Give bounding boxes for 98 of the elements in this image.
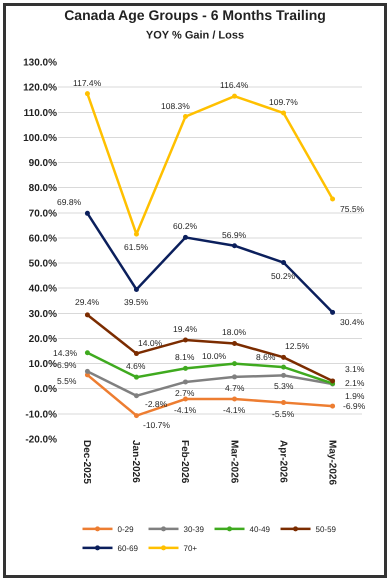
y-tick-label: 100.0% xyxy=(23,132,58,144)
point xyxy=(134,351,139,356)
data-label: 8.1% xyxy=(175,352,195,362)
y-tick-label: 10.0% xyxy=(28,359,58,370)
data-label: -6.9% xyxy=(343,401,366,411)
data-label: 75.5% xyxy=(340,204,365,214)
y-tick-label: -20.0% xyxy=(25,434,58,446)
data-label: 5.3% xyxy=(274,381,294,391)
point xyxy=(232,94,238,99)
point xyxy=(232,243,238,248)
chart-subtitle: YOY % Gain / Loss xyxy=(146,29,244,42)
y-tick-label: 40.0% xyxy=(28,284,58,295)
data-label: 1.9% xyxy=(345,391,365,401)
point xyxy=(281,372,286,378)
legend-label: 40-49 xyxy=(250,525,271,534)
y-tick-label: 60.0% xyxy=(28,233,58,244)
data-label: 109.7% xyxy=(269,97,298,107)
data-label: 8.6% xyxy=(256,352,276,362)
data-label: 10.0% xyxy=(202,351,227,361)
data-label: 14.0% xyxy=(138,338,163,348)
data-label: 61.5% xyxy=(124,242,149,252)
data-label: 69.8% xyxy=(57,197,82,207)
point xyxy=(281,260,286,266)
point xyxy=(182,337,188,342)
point xyxy=(84,368,90,374)
y-tick-label: 70.0% xyxy=(28,208,58,220)
point xyxy=(232,396,238,402)
data-label: 14.3% xyxy=(53,348,78,358)
point xyxy=(330,404,336,409)
data-label: 4.6% xyxy=(126,361,146,371)
data-label: 39.5% xyxy=(124,297,149,307)
legend-label: 70+ xyxy=(184,544,198,554)
point xyxy=(281,354,286,360)
data-label: -4.1% xyxy=(174,405,197,415)
point xyxy=(232,374,238,380)
point xyxy=(281,110,286,116)
x-tick-label: Feb-2026 xyxy=(179,440,190,484)
point xyxy=(281,364,286,370)
y-tick-label: 0.0% xyxy=(34,384,58,396)
point xyxy=(84,350,90,356)
data-label: 30.4% xyxy=(340,317,365,327)
point xyxy=(84,91,90,96)
point xyxy=(134,393,139,398)
chart-title: Canada Age Groups - 6 Months Trailing xyxy=(64,7,326,24)
legend-label: 50-59 xyxy=(316,525,337,534)
x-tick-label: May-2026 xyxy=(326,440,338,486)
point xyxy=(330,196,336,202)
data-label: 60.2% xyxy=(173,221,198,231)
y-tick-label: -10.0% xyxy=(25,409,58,420)
data-label: 116.4% xyxy=(220,80,249,90)
data-label: 29.4% xyxy=(75,297,100,307)
point xyxy=(134,286,139,292)
x-tick-label: Apr-2026 xyxy=(277,440,288,484)
point xyxy=(134,413,139,418)
data-label: -4.1% xyxy=(223,405,246,415)
legend-label: 60-69 xyxy=(118,544,139,554)
data-label: 117.4% xyxy=(73,78,102,88)
y-tick-label: 50.0% xyxy=(28,258,58,270)
point xyxy=(84,312,90,318)
x-tick-label: Jan-2026 xyxy=(130,440,142,484)
y-tick-label: 30.0% xyxy=(28,308,58,320)
y-tick-label: 130.0% xyxy=(23,58,58,68)
y-tick-label: 120.0% xyxy=(23,82,58,94)
y-tick-label: 110.0% xyxy=(24,108,58,119)
point xyxy=(182,396,188,402)
point xyxy=(182,234,188,240)
data-label: 108.3% xyxy=(161,101,190,111)
data-label: 2.7% xyxy=(175,388,195,398)
point xyxy=(182,379,188,384)
y-tick-label: 20.0% xyxy=(28,334,58,345)
data-label: 4.7% xyxy=(225,383,245,393)
data-label: -10.7% xyxy=(143,420,170,430)
data-label: 19.4% xyxy=(173,324,198,334)
data-label: 18.0% xyxy=(222,327,247,337)
data-label: 12.5% xyxy=(285,341,310,351)
point xyxy=(232,340,238,346)
point xyxy=(182,366,188,371)
legend-label: 0-29 xyxy=(118,525,134,534)
data-label: 3.1% xyxy=(345,364,365,374)
point xyxy=(84,210,90,216)
data-label: 2.1% xyxy=(345,378,365,388)
legend-label: 30-39 xyxy=(184,525,205,534)
data-label: -5.5% xyxy=(272,409,295,419)
point xyxy=(182,114,188,120)
data-label: 56.9% xyxy=(222,230,247,240)
x-tick-label: Dec-2025 xyxy=(81,440,92,484)
point xyxy=(232,361,238,366)
data-label: 6.9% xyxy=(57,360,77,370)
data-label: 5.5% xyxy=(57,376,77,386)
point xyxy=(134,374,139,380)
y-tick-label: 90.0% xyxy=(28,158,58,170)
y-tick-label: 80.0% xyxy=(28,183,58,194)
point xyxy=(281,400,286,406)
point xyxy=(330,378,336,384)
point xyxy=(330,310,336,315)
data-label: -2.8% xyxy=(145,399,168,409)
data-label: 50.2% xyxy=(271,271,296,281)
x-tick-label: Mar-2026 xyxy=(228,440,240,484)
